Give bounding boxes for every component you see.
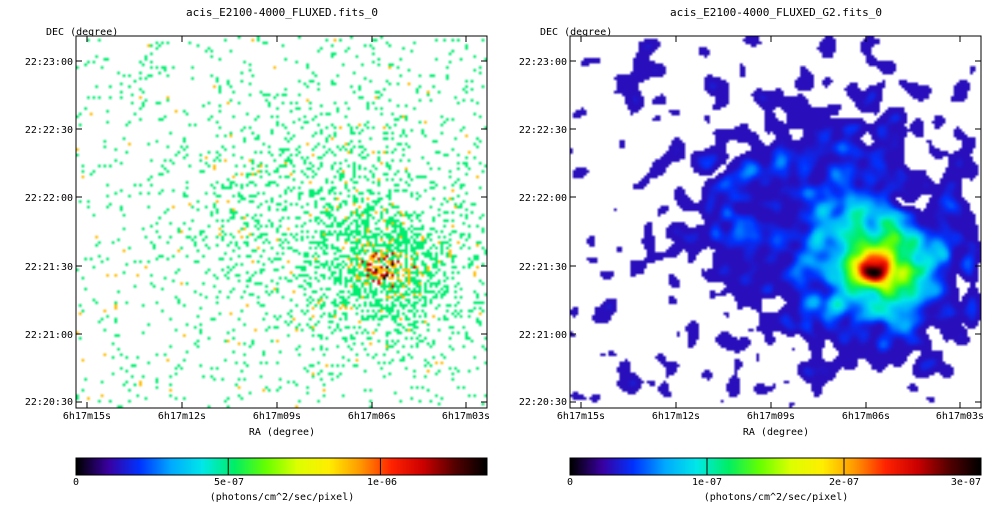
right-xtick-4: 6h17m03s [936, 411, 984, 422]
right-ytick-4: 22:21:00 [519, 330, 567, 341]
right-xtick-3: 6h17m06s [842, 411, 890, 422]
left-cb-tick-2: 1e-06 [367, 477, 397, 488]
left-ytick-4: 22:21:00 [25, 330, 73, 341]
left-axis-ticks [76, 36, 487, 408]
left-xlabel: RA (degree) [249, 427, 315, 438]
left-colorbar [76, 458, 487, 475]
right-xlabel: RA (degree) [743, 427, 809, 438]
left-cb-tick-1: 5e-07 [214, 477, 244, 488]
left-ytick-3: 22:21:30 [25, 262, 73, 273]
left-plot-frame [75, 35, 488, 409]
left-xtick-4: 6h17m03s [442, 411, 490, 422]
right-ylabel: DEC (degree) [540, 27, 612, 38]
left-xtick-0: 6h17m15s [63, 411, 111, 422]
right-axis-ticks [570, 36, 981, 408]
right-ytick-5: 22:20:30 [519, 397, 567, 408]
right-cb-tick-0: 0 [567, 477, 573, 488]
right-colorbar-frame [569, 457, 982, 476]
right-ytick-1: 22:22:30 [519, 125, 567, 136]
right-ytick-2: 22:22:00 [519, 193, 567, 204]
left-cb-tick-0: 0 [73, 477, 79, 488]
left-xtick-1: 6h17m12s [158, 411, 206, 422]
left-title: acis_E2100-4000_FLUXED.fits_0 [186, 6, 378, 19]
right-xtick-2: 6h17m09s [747, 411, 795, 422]
left-colorbar-label: (photons/cm^2/sec/pixel) [210, 492, 355, 503]
right-cb-tick-3: 3e-07 [951, 477, 981, 488]
right-ytick-0: 22:23:00 [519, 57, 567, 68]
right-colorbar-label: (photons/cm^2/sec/pixel) [704, 492, 849, 503]
right-colorbar [570, 458, 981, 475]
left-panel: acis_E2100-4000_FLUXED.fits_0 DEC (degre… [25, 6, 490, 503]
right-heatmap-image [570, 36, 981, 408]
right-plot-frame [569, 35, 982, 409]
left-xtick-3: 6h17m06s [348, 411, 396, 422]
right-title: acis_E2100-4000_FLUXED_G2.fits_0 [670, 6, 882, 19]
right-ytick-3: 22:21:30 [519, 262, 567, 273]
right-colorbar-ticks [706, 458, 845, 475]
left-ytick-2: 22:22:00 [25, 193, 73, 204]
left-colorbar-ticks [227, 458, 381, 475]
right-xtick-1: 6h17m12s [652, 411, 700, 422]
right-cb-tick-1: 1e-07 [692, 477, 722, 488]
left-heatmap-image [76, 36, 487, 408]
left-ytick-0: 22:23:00 [25, 57, 73, 68]
right-panel: acis_E2100-4000_FLUXED_G2.fits_0 DEC (de… [519, 6, 984, 503]
right-cb-tick-2: 2e-07 [829, 477, 859, 488]
left-colorbar-frame [75, 457, 488, 476]
left-xtick-2: 6h17m09s [253, 411, 301, 422]
left-ytick-5: 22:20:30 [25, 397, 73, 408]
left-ylabel: DEC (degree) [46, 27, 118, 38]
right-xtick-0: 6h17m15s [557, 411, 605, 422]
left-ytick-1: 22:22:30 [25, 125, 73, 136]
